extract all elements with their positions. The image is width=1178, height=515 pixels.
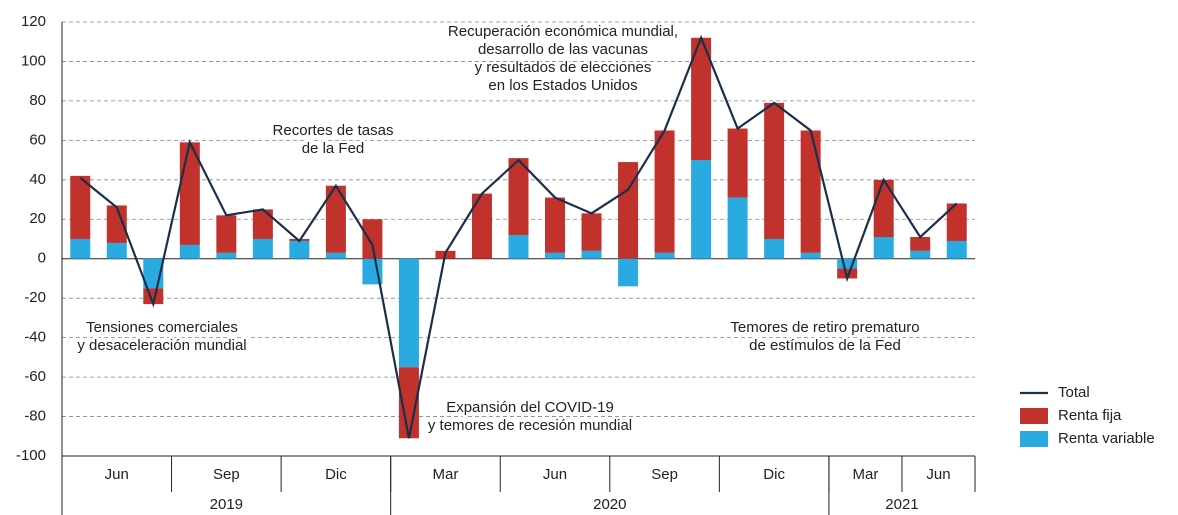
bar-segment [508, 235, 529, 259]
annotation: de estímulos de la Fed [749, 337, 901, 354]
legend-label: Renta variable [1058, 430, 1155, 447]
bar-segment [727, 128, 748, 198]
year-label: 2021 [885, 496, 918, 513]
year-label: 2020 [593, 496, 626, 513]
quarter-label: Jun [543, 466, 567, 483]
bar-segment [70, 239, 91, 259]
bar-segment [289, 240, 310, 259]
bar-segment [654, 130, 675, 253]
total-line [79, 34, 958, 439]
bar-segment [910, 250, 931, 259]
bar-segment [873, 179, 894, 238]
quarter-label: Dic [763, 466, 785, 483]
y-tick-label: 20 [29, 210, 46, 227]
y-tick-label: 40 [29, 171, 46, 188]
bar-segment [654, 252, 675, 259]
bar-segment [837, 268, 858, 279]
bar-segment [398, 367, 419, 439]
quarter-label: Jun [105, 466, 129, 483]
bar-segment [946, 203, 967, 241]
bar-segment [106, 205, 127, 243]
legend-label: Total [1058, 384, 1090, 401]
annotation: desarrollo de las vacunas [478, 41, 648, 58]
annotation: de la Fed [302, 140, 365, 157]
y-tick-label: 120 [21, 13, 46, 30]
annotation: y resultados de elecciones [475, 59, 652, 76]
bar-segment [362, 258, 383, 285]
legend-label: Renta fija [1058, 407, 1122, 424]
quarter-label: Dic [325, 466, 347, 483]
bar-segment [764, 239, 785, 259]
bar-segment [618, 258, 639, 287]
legend-swatch [1020, 431, 1048, 447]
bar-segment [545, 252, 566, 259]
quarter-label: Mar [853, 466, 879, 483]
bar-segment [362, 219, 383, 259]
bar-segment [691, 160, 712, 259]
bar-segment [800, 252, 821, 259]
bar-segment [727, 197, 748, 259]
y-tick-label: 60 [29, 131, 46, 148]
bar-segment [252, 239, 273, 259]
annotation: Recuperación económica mundial, [448, 23, 678, 40]
annotation: Tensiones comerciales [86, 319, 238, 336]
bar-segment [946, 240, 967, 259]
bar-segment [764, 102, 785, 239]
bar-segment [70, 175, 91, 239]
annotation: Expansión del COVID-19 [446, 399, 614, 416]
bar-segment [581, 213, 602, 251]
bar-segment [398, 258, 419, 368]
bar-segment [800, 130, 821, 253]
bar-segment [216, 252, 237, 259]
annotation: y temores de recesión mundial [428, 417, 632, 434]
quarter-label: Sep [213, 466, 240, 483]
bar-segment [508, 158, 529, 236]
quarter-label: Jun [926, 466, 950, 483]
y-tick-label: 0 [38, 250, 46, 267]
bar-segment [618, 162, 639, 259]
y-tick-label: -40 [24, 329, 46, 346]
annotation: Recortes de tasas [273, 122, 394, 139]
y-tick-label: -60 [24, 368, 46, 385]
bar-segment [325, 252, 346, 259]
y-tick-label: -80 [24, 408, 46, 425]
bar-segment [873, 237, 894, 259]
bar-segment [216, 215, 237, 253]
bar-segment [691, 37, 712, 161]
quarter-label: Sep [651, 466, 678, 483]
y-tick-label: -100 [16, 447, 46, 464]
bar-segment [471, 193, 492, 259]
bar-segment [837, 258, 858, 269]
annotation: Temores de retiro prematuro [730, 319, 919, 336]
quarter-label: Mar [433, 466, 459, 483]
bar-segment [581, 250, 602, 259]
bar-segment [545, 197, 566, 253]
y-tick-label: 100 [21, 52, 46, 69]
bar-segment [252, 209, 273, 239]
annotation: y desaceleración mundial [77, 337, 246, 354]
bar-segment [325, 185, 346, 253]
y-tick-label: 80 [29, 92, 46, 109]
bar-segment [106, 242, 127, 259]
bar-segment [179, 244, 200, 259]
bar-segment [910, 237, 931, 251]
y-tick-label: -20 [24, 289, 46, 306]
year-label: 2019 [210, 496, 243, 513]
annotation: en los Estados Unidos [488, 77, 637, 94]
legend-swatch [1020, 408, 1048, 424]
